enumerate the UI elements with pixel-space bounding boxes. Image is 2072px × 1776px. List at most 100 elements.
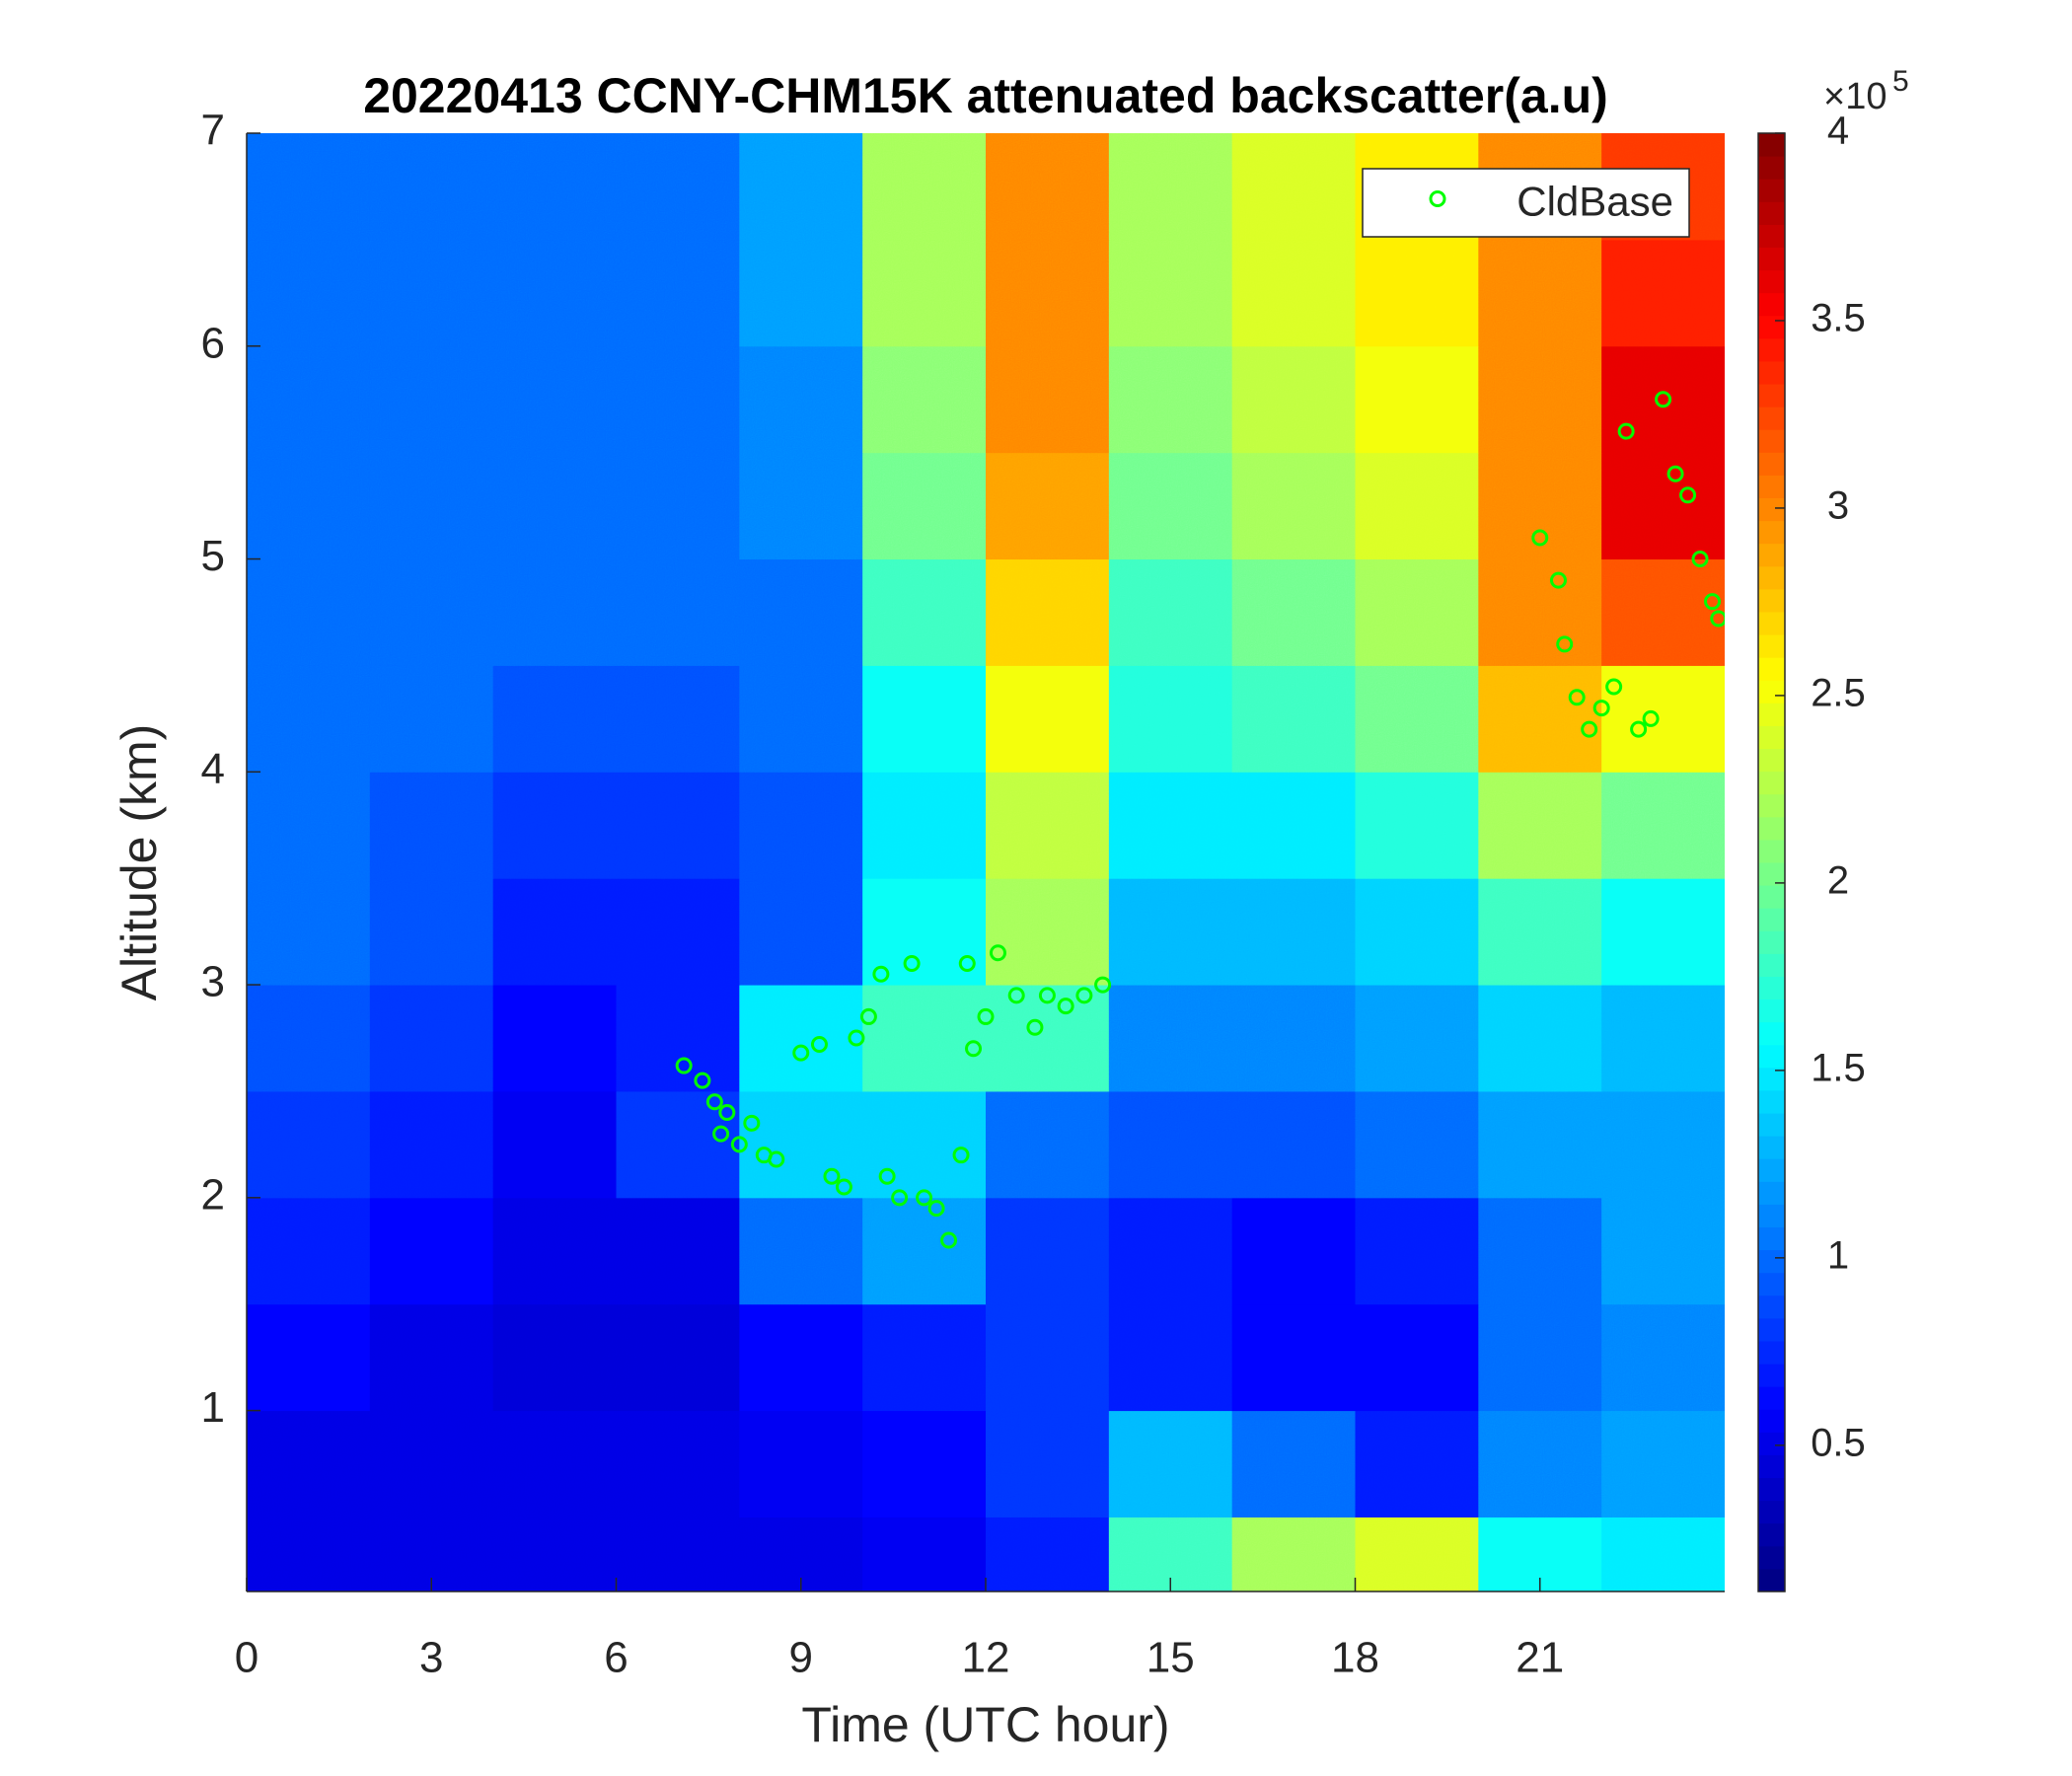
- colorbar-step: [1758, 1089, 1785, 1114]
- colorbar-step: [1758, 634, 1785, 658]
- colorbar-step: [1758, 543, 1785, 567]
- cloud-base-point: [743, 1114, 761, 1132]
- cloud-base-point: [730, 1136, 748, 1153]
- cloud-base-point: [1581, 720, 1598, 738]
- cloud-base-point: [903, 954, 921, 972]
- cloud-base-point: [1617, 422, 1635, 440]
- colorbar-step: [1758, 1136, 1785, 1159]
- colorbar-step: [1758, 224, 1785, 248]
- cloud-base-point: [675, 1057, 693, 1074]
- colorbar-tick-label: 4: [1827, 110, 1849, 153]
- axes: 0 3 6 9 12 15 18 211234567CldBase0.511.522.533.…: [201, 65, 1909, 1682]
- colorbar-frame: [1757, 132, 1786, 1592]
- cloud-base-point: [1630, 720, 1648, 738]
- chart-title: 20220413 CCNY-CHM15K attenuated backscat…: [363, 68, 1608, 123]
- cloud-base-point: [1568, 689, 1586, 706]
- colorbar-tick-label: 1.5: [1811, 1046, 1866, 1089]
- cloud-base-point: [872, 965, 890, 983]
- colorbar-tick-label: 3.5: [1811, 297, 1866, 340]
- colorbar-step: [1758, 680, 1785, 703]
- cloud-base-point: [823, 1167, 841, 1185]
- cloud-base-point: [1556, 635, 1574, 653]
- colorbar-step: [1758, 588, 1785, 613]
- cloud-base-point: [1549, 571, 1567, 589]
- x-tick-label: 9: [789, 1634, 813, 1682]
- colorbar-step: [1758, 452, 1785, 476]
- colorbar-step: [1758, 201, 1785, 225]
- y-tick-label: 5: [201, 532, 225, 580]
- x-axis-label: Time (UTC hour): [801, 1697, 1169, 1752]
- y-axis-label: Altitude (km): [111, 724, 167, 1001]
- cloud-base-point: [1642, 709, 1660, 727]
- colorbar-step: [1758, 1181, 1785, 1205]
- cloud-base-point: [940, 1231, 958, 1249]
- colorbar-step: [1758, 247, 1785, 271]
- cloud-base-point: [1038, 987, 1056, 1004]
- cloud-base-point: [891, 1189, 909, 1207]
- legend-box: [1362, 168, 1690, 238]
- cloud-base-point: [1026, 1018, 1044, 1036]
- colorbar-step: [1758, 1340, 1785, 1365]
- legend-marker: [1429, 190, 1446, 207]
- colorbar-step: [1758, 908, 1785, 931]
- colorbar-step: [1758, 1067, 1785, 1091]
- colorbar-step: [1758, 657, 1785, 681]
- cloud-base-point: [1057, 998, 1074, 1015]
- colorbar-step: [1758, 1545, 1785, 1570]
- colorbar-step: [1758, 1454, 1785, 1479]
- cloud-base-point: [1075, 987, 1093, 1004]
- colorbar-step: [1758, 475, 1785, 498]
- cloud-base-point: [768, 1150, 785, 1168]
- cloud-base-point: [965, 1040, 983, 1058]
- cloud-base-point: [977, 1007, 995, 1025]
- x-tick-label: 6: [604, 1634, 628, 1682]
- colorbar-step: [1758, 839, 1785, 863]
- x-tick-label: 3: [419, 1634, 443, 1682]
- y-tick-label: 6: [201, 319, 225, 367]
- colorbar-step: [1758, 179, 1785, 202]
- cloud-base-point: [705, 1093, 723, 1111]
- colorbar-step: [1758, 429, 1785, 453]
- legend-label: CldBase: [1517, 179, 1673, 225]
- colorbar-step: [1758, 703, 1785, 726]
- colorbar-step: [1758, 269, 1785, 294]
- colorbar-tick-label: 2.5: [1811, 671, 1866, 714]
- cloud-base-point: [958, 954, 976, 972]
- cloud-base-point: [1655, 391, 1672, 408]
- cloud-base-point: [859, 1007, 877, 1025]
- colorbar-step: [1758, 384, 1785, 407]
- colorbar-step: [1758, 1021, 1785, 1046]
- colorbar-step: [1758, 1500, 1785, 1524]
- colorbar-step: [1758, 1432, 1785, 1455]
- x-tick-label: 18: [1331, 1634, 1379, 1682]
- cloud-base-point: [712, 1125, 730, 1143]
- x-tick-label: 21: [1516, 1634, 1564, 1682]
- colorbar-step: [1758, 771, 1785, 795]
- y-tick-label: 2: [201, 1170, 225, 1219]
- cloud-base-point: [989, 944, 1006, 962]
- colorbar-step: [1758, 520, 1785, 545]
- cloud-base-point: [1094, 976, 1112, 994]
- colorbar-step: [1758, 976, 1785, 1000]
- x-tick-label: 0: [235, 1634, 259, 1682]
- colorbar-step: [1758, 793, 1785, 818]
- cloud-base-point: [1691, 551, 1709, 568]
- cloud-base-point: [1710, 610, 1725, 628]
- texture: [247, 133, 1725, 1591]
- cloud-base-point: [927, 1200, 945, 1218]
- cloud-base-point: [810, 1035, 828, 1053]
- cloud-base-point: [1592, 700, 1610, 717]
- colorbar-step: [1758, 1249, 1785, 1274]
- cloud-base-point: [1666, 465, 1684, 482]
- y-tick-label: 1: [201, 1383, 225, 1432]
- colorbar-step: [1758, 1409, 1785, 1433]
- colorbar-multiplier: ×10: [1823, 76, 1887, 117]
- colorbar-step: [1758, 1044, 1785, 1069]
- colorbar-step: [1758, 1226, 1785, 1251]
- cloud-base-point: [916, 1189, 933, 1207]
- colorbar-step: [1758, 885, 1785, 909]
- colorbar-tick-label: 2: [1827, 858, 1849, 902]
- colorbar-tick-label: 3: [1827, 484, 1849, 528]
- colorbar-step: [1758, 565, 1785, 590]
